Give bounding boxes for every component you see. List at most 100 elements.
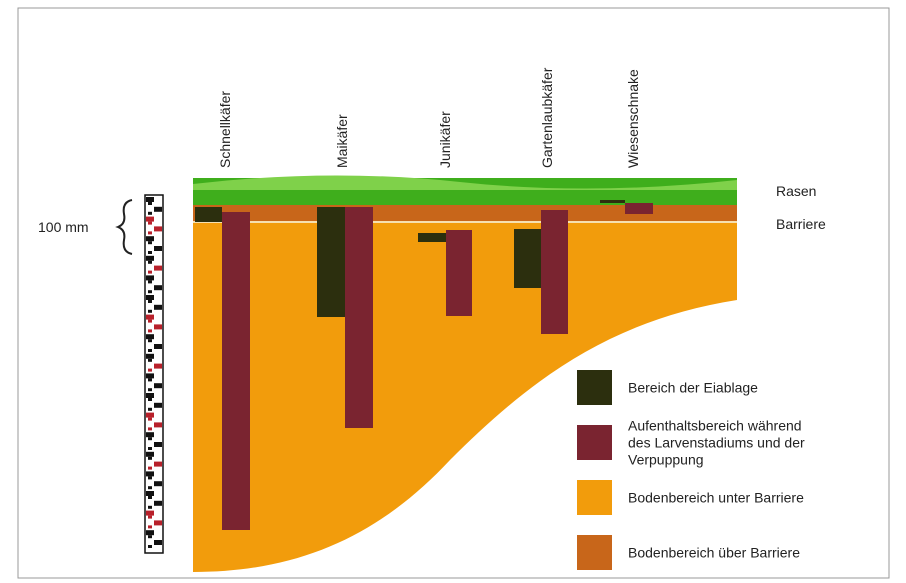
- ruler-cell: [148, 535, 152, 539]
- barrier-line: [193, 221, 737, 223]
- legend-label: Bodenbereich über Barriere: [628, 545, 800, 561]
- species-label: Gartenlaubkäfer: [539, 67, 555, 168]
- ruler-cell: [146, 393, 154, 398]
- egg-zone: [317, 207, 345, 317]
- barrier-label: Barriere: [776, 216, 826, 232]
- larva-zone: [446, 230, 472, 316]
- larva-zone: [222, 212, 250, 530]
- species-labels: Schnellkäfer Maikäfer Junikäfer Gartenlaubk…: [217, 67, 641, 168]
- ruler-cell: [148, 270, 152, 274]
- ruler-cell: [148, 202, 152, 205]
- scale-label: 100 mm: [38, 219, 89, 235]
- ruler-cell: [154, 540, 162, 545]
- ruler-cell: [148, 221, 152, 225]
- ruler-cell: [148, 290, 152, 294]
- ruler: [144, 194, 164, 554]
- ruler-cell: [148, 437, 152, 441]
- soil-above: [193, 203, 737, 222]
- ruler-cell: [148, 407, 152, 411]
- ruler-cell: [148, 545, 152, 548]
- ruler-cell: [154, 363, 162, 369]
- ruler-cell: [148, 515, 152, 519]
- larva-zone: [625, 203, 653, 214]
- ruler-cell: [148, 427, 152, 431]
- ruler-cell: [148, 329, 152, 333]
- ruler-cell: [148, 319, 152, 323]
- legend-label: Aufenthaltsbereich während: [628, 418, 802, 434]
- ruler-cell: [148, 349, 152, 352]
- ruler-cell: [148, 241, 152, 245]
- ruler-cell: [148, 525, 152, 529]
- ruler-cell: [154, 461, 162, 467]
- ruler-cell: [146, 236, 154, 242]
- ruler-cell: [154, 402, 162, 408]
- ruler-cell: [148, 398, 152, 401]
- ruler-cell: [148, 388, 152, 392]
- legend-swatch: [577, 370, 612, 405]
- ruler-cell: [146, 255, 154, 261]
- egg-zone: [600, 200, 625, 203]
- ruler-cell: [148, 447, 152, 450]
- legend-label: Bereich der Eiablage: [628, 380, 758, 396]
- ruler-cell: [146, 353, 154, 359]
- legend-label: Verpuppung: [628, 452, 704, 468]
- ruler-cell: [146, 412, 154, 418]
- ruler-cell: [154, 344, 162, 349]
- ruler-cell: [154, 481, 162, 487]
- ruler-cell: [154, 422, 162, 428]
- ruler-cell: [146, 216, 154, 222]
- larva-zone: [345, 207, 373, 428]
- species-label: Maikäfer: [334, 114, 350, 168]
- legend-label: Bodenbereich unter Barriere: [628, 490, 804, 506]
- ruler-cell: [154, 206, 162, 212]
- bars: [195, 200, 653, 530]
- ruler-cell: [148, 300, 152, 303]
- larva-zone: [541, 210, 568, 334]
- ruler-cell: [154, 246, 162, 251]
- ruler-cell: [154, 304, 162, 310]
- species-label: Wiesenschnake: [625, 69, 641, 168]
- ruler-cell: [148, 505, 152, 509]
- ruler-cell: [146, 314, 154, 320]
- ruler-cell: [146, 530, 154, 536]
- ruler-cell: [146, 432, 154, 438]
- ruler-cell: [146, 451, 154, 457]
- ruler-cell: [148, 358, 152, 362]
- ruler-cell: [148, 211, 152, 215]
- ruler-cell: [148, 417, 152, 421]
- ruler-cell: [148, 280, 152, 284]
- ruler-cell: [148, 251, 152, 254]
- brace: [115, 199, 133, 255]
- ruler-cell: [148, 466, 152, 470]
- lawn-label: Rasen: [776, 183, 816, 199]
- ruler-cell: [146, 491, 154, 496]
- ruler-cell: [154, 520, 162, 526]
- ruler-cell: [154, 324, 162, 330]
- ruler-cell: [148, 476, 152, 480]
- legend-swatch: [577, 480, 612, 515]
- legend-swatch: [577, 425, 612, 460]
- ruler-cell: [146, 471, 154, 477]
- ruler-cell: [148, 260, 152, 264]
- ruler-cell: [148, 231, 152, 235]
- ruler-cell: [154, 265, 162, 271]
- ruler-cell: [146, 275, 154, 281]
- species-label: Junikäfer: [437, 111, 453, 168]
- egg-zone: [418, 233, 446, 242]
- ruler-cell: [148, 309, 152, 313]
- lawn-highlight: [193, 175, 737, 190]
- ruler-cell: [148, 496, 152, 499]
- egg-zone: [195, 207, 222, 222]
- ruler-cell: [146, 197, 154, 202]
- legend: Bereich der Eiablage Aufenthaltsbereich w…: [577, 370, 805, 570]
- ruler-cell: [148, 456, 152, 460]
- ruler-cell: [146, 510, 154, 516]
- ruler-cell: [148, 378, 152, 382]
- ruler-cell: [154, 383, 162, 389]
- ruler-cell: [154, 285, 162, 291]
- ruler-cell: [148, 339, 152, 343]
- ruler-cell: [146, 295, 154, 300]
- egg-zone: [514, 229, 541, 288]
